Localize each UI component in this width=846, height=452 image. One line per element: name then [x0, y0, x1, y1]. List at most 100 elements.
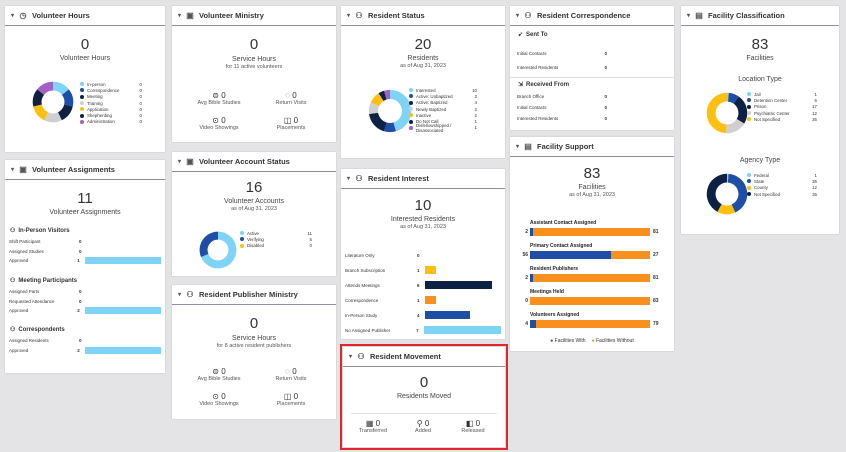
card-header[interactable]: ▾ ⚇ Resident Interest — [341, 169, 505, 189]
bar-with — [530, 274, 533, 282]
donut-slice[interactable] — [368, 102, 380, 115]
legend-item[interactable]: State 35 — [747, 178, 817, 184]
person-add-icon: ⚲ — [416, 419, 423, 428]
bar[interactable] — [425, 311, 470, 319]
legend-item[interactable]: Meeting 0 — [80, 94, 142, 100]
donut-slice[interactable] — [384, 122, 396, 133]
legend-item[interactable]: Prison 17 — [747, 104, 817, 110]
legend-item[interactable]: Active: Baptized 4 — [409, 100, 477, 106]
moved-value: 0 — [419, 374, 429, 391]
chevron-down-icon[interactable]: ▾ — [178, 13, 182, 19]
chevron-down-icon[interactable]: ▾ — [11, 167, 15, 173]
card-header[interactable]: ▾ ▤ Facility Classification — [681, 6, 839, 26]
legend-item[interactable]: Interested 10 — [409, 87, 477, 93]
legend-item[interactable]: Inactive 2 — [409, 112, 477, 118]
stat-video-showings: ⊙ 0 Video Showings — [199, 392, 239, 407]
donut-slice[interactable] — [201, 231, 237, 269]
donut-slice[interactable] — [37, 81, 54, 96]
bar[interactable] — [424, 326, 502, 334]
card-header[interactable]: ▾ ⚇ Resident Publisher Ministry — [172, 285, 336, 305]
donut-slice[interactable] — [717, 203, 736, 215]
donut-slice[interactable] — [727, 173, 748, 213]
card-header[interactable]: ▾ ▣ Volunteer Ministry — [172, 6, 336, 26]
legend-item[interactable]: Jail 1 — [747, 91, 817, 97]
bar[interactable] — [425, 296, 437, 304]
legend-item[interactable]: Application 0 — [80, 106, 142, 112]
card-header[interactable]: ▾ ◷ Volunteer Hours — [5, 6, 165, 26]
legend-item[interactable]: Newly Baptized 2 — [409, 106, 477, 112]
legend-item[interactable]: Disabled 0 — [240, 243, 312, 249]
chevron-down-icon[interactable]: ▾ — [347, 13, 351, 19]
stacked-bar[interactable]: 56 27 — [514, 251, 670, 259]
stat-placements: ◫ 0 Placements — [276, 392, 306, 407]
donut-slice[interactable] — [706, 173, 728, 212]
card-header[interactable]: ▾ ▣ Volunteer Assignments — [5, 160, 165, 180]
card-header[interactable]: ▾ ⚇ Resident Correspondence — [510, 6, 674, 26]
bar-label: Correspondence — [345, 297, 379, 303]
legend-item[interactable]: Federal 1 — [747, 172, 817, 178]
stacked-bar[interactable]: 2 81 — [514, 228, 670, 236]
legend-item[interactable]: County 12 — [747, 185, 817, 191]
legend-item[interactable]: Psychiatric Center 12 — [747, 110, 817, 116]
donut-slice[interactable] — [33, 104, 49, 121]
legend-item[interactable]: Active 11 — [240, 230, 312, 236]
chevron-down-icon[interactable]: ▾ — [516, 144, 520, 150]
legend-item[interactable]: Training 0 — [80, 100, 142, 106]
donut-slice[interactable] — [706, 92, 728, 134]
donut-slice[interactable] — [57, 104, 73, 121]
legend-item[interactable]: Disfellowshipped / Disassociated 1 — [409, 123, 477, 133]
legend-item[interactable]: Not Specified 35 — [747, 116, 817, 122]
donut-slice[interactable] — [370, 93, 384, 107]
resident-status-donut — [368, 89, 412, 133]
stat-return-visits: ◌ 0 Return Visits — [275, 91, 307, 106]
donut-slice[interactable] — [733, 96, 748, 124]
legend-item[interactable]: Active: Unbaptized 2 — [409, 93, 477, 99]
stacked-bar[interactable]: 2 81 — [514, 274, 670, 282]
chevron-down-icon[interactable]: ▾ — [687, 13, 691, 19]
donut-slice[interactable] — [384, 89, 391, 100]
chevron-down-icon[interactable]: ▾ — [347, 176, 351, 182]
meeting-icon: ⚇ — [10, 278, 16, 284]
legend-label: County — [754, 185, 768, 191]
card-header[interactable]: ▾ ⚇ Resident Status — [341, 6, 505, 26]
legend-item[interactable]: Correspondence 0 — [80, 87, 142, 93]
legend-item[interactable]: Do Not Call 1 — [409, 118, 477, 124]
legend-value: 12 — [812, 185, 817, 191]
donut-slice[interactable] — [32, 89, 45, 107]
donut-slice[interactable] — [199, 231, 219, 258]
bar[interactable] — [425, 266, 437, 274]
bar-without — [535, 320, 650, 328]
chevron-down-icon[interactable]: ▾ — [178, 159, 182, 165]
donut-slice[interactable] — [52, 81, 69, 96]
donut-slice[interactable] — [727, 92, 739, 104]
legend-item[interactable]: In-person 0 — [80, 81, 142, 87]
legend-dot — [747, 98, 751, 103]
card-header[interactable]: ▾ ▤ Facility Support — [510, 137, 674, 157]
donut-slice[interactable] — [369, 112, 388, 132]
stacked-bar[interactable]: 4 79 — [514, 320, 670, 328]
without-value: 83 — [653, 298, 659, 304]
chevron-down-icon[interactable]: ▾ — [349, 354, 353, 360]
donut-slice[interactable] — [389, 89, 412, 132]
residents-label: Residents — [407, 55, 439, 62]
card-header[interactable]: ▾ ⚇ Resident Movement — [343, 347, 505, 367]
legend-label: Do Not Call — [416, 119, 439, 125]
legend-dot — [409, 94, 413, 99]
stacked-bar[interactable]: 0 83 — [514, 297, 670, 305]
legend-dot — [747, 104, 751, 109]
legend-item[interactable]: Verifying 5 — [240, 236, 312, 242]
donut-slice[interactable] — [61, 89, 74, 107]
donut-slice[interactable] — [726, 118, 745, 134]
donut-slice[interactable] — [378, 90, 387, 102]
chevron-down-icon[interactable]: ▾ — [178, 292, 182, 298]
bar[interactable] — [425, 281, 492, 289]
legend-item[interactable]: Not Specified 35 — [747, 191, 817, 197]
legend-item[interactable]: Shepherding 0 — [80, 112, 142, 118]
legend-item[interactable]: Detention Center 6 — [747, 97, 817, 103]
donut-slice[interactable] — [44, 112, 62, 123]
card-header[interactable]: ▾ ▣ Volunteer Account Status — [172, 152, 336, 172]
legend-item[interactable]: Administration 0 — [80, 119, 142, 125]
chevron-down-icon[interactable]: ▾ — [516, 13, 520, 19]
chevron-down-icon[interactable]: ▾ — [11, 13, 15, 19]
legend-value: 35 — [812, 116, 817, 122]
